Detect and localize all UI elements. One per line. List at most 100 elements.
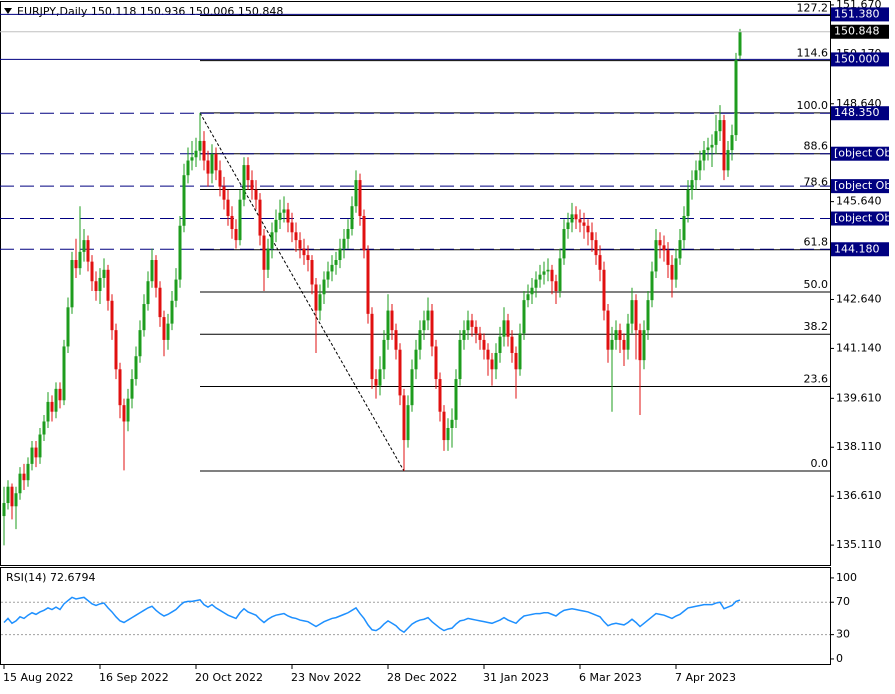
fibo-label: 78.6: [804, 176, 829, 189]
candle-body: [78, 251, 82, 269]
candle-body: [206, 160, 210, 174]
candle-body: [438, 379, 442, 412]
candle-body: [582, 222, 586, 226]
candle-body: [142, 304, 146, 331]
candle-body: [422, 320, 426, 331]
candle-body: [642, 330, 646, 361]
candle-body: [738, 31, 742, 56]
candle-body: [726, 150, 730, 171]
candle-body: [130, 379, 134, 399]
candle-body: [318, 294, 322, 311]
candle-body: [266, 248, 270, 270]
y-tick-label: 136.610: [836, 489, 882, 502]
rsi-tick-label: 30: [836, 628, 850, 641]
y-tick-label: 139.610: [836, 391, 882, 404]
candle-body: [442, 411, 446, 441]
candle-body: [6, 486, 10, 504]
y-tick-label: 145.640: [836, 195, 882, 208]
candle-body: [110, 300, 114, 331]
candle-body: [630, 300, 634, 324]
candle-body: [234, 229, 238, 241]
x-tick-label: 7 Apr 2023: [675, 671, 736, 684]
candle-body: [58, 388, 62, 401]
candle-body: [302, 248, 306, 256]
candle-body: [10, 486, 14, 507]
price-line-label: [object Object]: [834, 147, 895, 160]
candle-body: [430, 310, 434, 347]
high: 150.936: [140, 5, 186, 18]
candle-body: [62, 346, 66, 401]
candle-body: [210, 154, 214, 174]
candle-body: [706, 147, 710, 151]
fibo-label: 23.6: [804, 373, 829, 386]
candle-body: [246, 165, 250, 181]
candle-body: [230, 215, 234, 230]
candle-body: [326, 271, 330, 280]
candle-body: [634, 300, 638, 331]
candle-body: [342, 238, 346, 249]
candle-body: [294, 232, 298, 241]
candle-body: [498, 336, 502, 353]
candle-body: [158, 287, 162, 318]
fibo-label: 61.8: [804, 236, 829, 249]
y-tick-label: 151.670: [836, 0, 882, 11]
candle-body: [250, 180, 254, 190]
candle-body: [346, 229, 350, 239]
candle-body: [590, 232, 594, 241]
candle-body: [70, 260, 74, 308]
candle-body: [406, 405, 410, 441]
candle-body: [662, 245, 666, 251]
candle-body: [718, 120, 722, 132]
candle-body: [34, 447, 38, 458]
close: 150.848: [238, 5, 284, 18]
candle-body: [202, 140, 206, 161]
y-tick-label: 141.140: [836, 341, 882, 354]
candle-body: [618, 330, 622, 340]
candle-body: [358, 180, 362, 216]
candle-body: [518, 333, 522, 370]
candle-body: [278, 212, 282, 220]
candle-body: [486, 349, 490, 360]
candle-body: [542, 271, 546, 275]
candle-body: [510, 336, 514, 353]
candle-body: [566, 222, 570, 230]
candle-body: [362, 215, 366, 251]
candle-body: [194, 150, 198, 158]
candle-body: [466, 320, 470, 331]
price-line-box: [831, 146, 889, 161]
candle-body: [670, 264, 674, 280]
candle-body: [394, 330, 398, 350]
candle-body: [382, 339, 386, 370]
candle-body: [306, 255, 310, 261]
candle-body: [354, 180, 358, 207]
current-price-box: [831, 24, 889, 39]
candle-body: [686, 189, 690, 216]
candle-body: [534, 279, 538, 288]
candle-body: [54, 388, 58, 412]
candle-body: [254, 189, 258, 200]
candle-body: [522, 300, 526, 334]
candle-body: [138, 330, 142, 357]
candle-body: [574, 214, 578, 220]
x-tick-label: 16 Sep 2022: [99, 671, 169, 684]
candle-body: [502, 320, 506, 337]
candle-body: [162, 317, 166, 340]
candle-body: [222, 186, 226, 200]
candle-body: [526, 294, 530, 301]
current-price-label: 150.848: [834, 25, 880, 38]
open: 150.118: [91, 5, 137, 18]
candle-body: [426, 310, 430, 321]
candle-body: [42, 421, 46, 435]
fibo-label: 114.6: [797, 47, 829, 60]
candle-body: [714, 131, 718, 145]
candle-body: [554, 281, 558, 292]
fibo-label: 100.0: [797, 99, 829, 112]
candle-body: [46, 401, 50, 422]
candle-body: [334, 260, 338, 265]
x-tick-label: 23 Nov 2022: [291, 671, 361, 684]
candle-body: [298, 240, 302, 249]
candle-body: [14, 493, 18, 507]
candle-body: [562, 229, 566, 259]
